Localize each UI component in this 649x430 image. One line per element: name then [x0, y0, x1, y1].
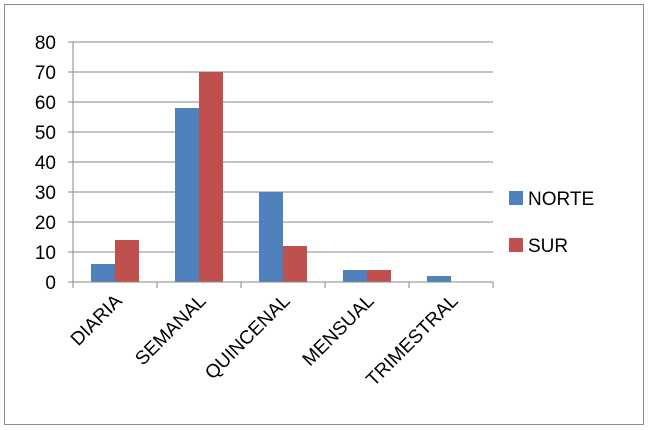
chart-frame	[4, 4, 644, 425]
bar-norte-trimestral	[427, 276, 451, 282]
y-tick-label: 10	[35, 243, 56, 264]
y-tick-label: 70	[35, 63, 56, 84]
bar-norte-quincenal	[259, 192, 283, 282]
bar-norte-diaria	[91, 264, 115, 282]
legend: NORTE SUR	[509, 189, 594, 257]
x-tick-label: MENSUAL	[299, 291, 379, 371]
x-tick-label: QUINCENAL	[201, 291, 294, 384]
bars	[91, 72, 451, 282]
x-tick-label: SEMANAL	[131, 291, 210, 370]
legend-label-sur: SUR	[528, 236, 568, 257]
axes	[68, 41, 494, 288]
bar-sur-quincenal	[283, 246, 307, 282]
y-tick-label: 40	[35, 153, 56, 174]
x-tick-label: DIARIA	[67, 290, 127, 350]
legend-swatch-sur	[509, 238, 523, 252]
legend-label-norte: NORTE	[528, 189, 594, 210]
legend-swatch-norte	[509, 191, 523, 205]
y-tick-label: 50	[35, 123, 56, 144]
bar-sur-semanal	[199, 72, 223, 282]
bar-norte-mensual	[343, 270, 367, 282]
bar-sur-mensual	[367, 270, 391, 282]
gridlines	[73, 41, 493, 253]
y-tick-label: 30	[35, 183, 56, 204]
bar-sur-diaria	[115, 240, 139, 282]
bar-norte-semanal	[175, 108, 199, 282]
y-tick-label: 80	[35, 33, 56, 54]
y-tick-label: 0	[45, 273, 56, 294]
y-tick-label: 20	[35, 213, 56, 234]
y-tick-labels: 0 10 20 30 40 50 60 70 80	[35, 33, 56, 294]
y-tick-label: 60	[35, 93, 56, 114]
